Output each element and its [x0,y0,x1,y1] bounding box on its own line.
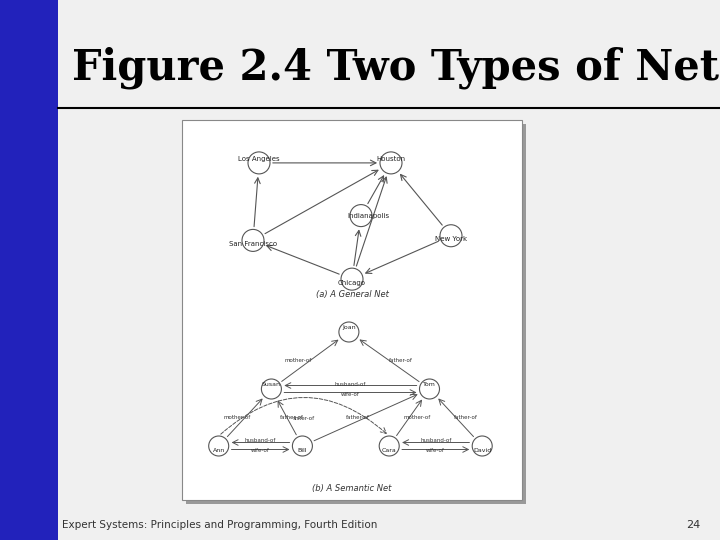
Text: Joan: Joan [342,325,356,330]
Text: Ann: Ann [212,448,225,453]
Text: New York: New York [435,237,467,242]
Text: sister-of: sister-of [293,415,315,421]
Text: Houston: Houston [377,156,405,161]
Circle shape [380,152,402,174]
Text: San Francisco: San Francisco [229,241,277,247]
Text: David: David [473,448,491,453]
Text: mother-of: mother-of [284,358,312,363]
Bar [186,124,526,504]
Circle shape [248,152,270,174]
Text: Chicago: Chicago [338,280,366,286]
Text: Figure 2.4 Two Types of Nets: Figure 2.4 Two Types of Nets [72,47,720,89]
Text: husband-of: husband-of [420,438,451,443]
Circle shape [209,436,229,456]
Text: wife-of: wife-of [341,392,360,396]
Circle shape [379,436,399,456]
Circle shape [292,436,312,456]
Text: wife-of: wife-of [251,449,270,454]
Text: husband-of: husband-of [335,381,366,387]
Text: Los Angeles: Los Angeles [238,156,280,161]
Circle shape [261,379,282,399]
Text: Susan: Susan [262,382,281,387]
Text: (b) A Semantic Net: (b) A Semantic Net [312,483,392,492]
Text: father-of: father-of [390,358,413,363]
Text: father-of: father-of [454,415,478,420]
Circle shape [242,230,264,252]
Text: mother-of: mother-of [223,415,251,420]
Circle shape [350,205,372,227]
Circle shape [420,379,439,399]
Text: Bill: Bill [297,448,307,453]
Bar [182,120,522,500]
Circle shape [472,436,492,456]
Circle shape [339,322,359,342]
Circle shape [341,268,363,290]
Text: (a) A General Net: (a) A General Net [315,291,388,300]
Bar [0,0,58,540]
Text: Tom: Tom [423,382,436,387]
Text: mother-of: mother-of [404,415,431,420]
Text: Indianapolis: Indianapolis [348,213,390,219]
Text: wife-of: wife-of [426,449,445,454]
Circle shape [440,225,462,247]
Text: Cara: Cara [382,448,397,453]
Text: father-of: father-of [280,415,304,420]
Text: father-of: father-of [346,415,370,420]
Text: husband-of: husband-of [245,438,276,443]
Text: Expert Systems: Principles and Programming, Fourth Edition: Expert Systems: Principles and Programmi… [62,520,377,530]
Text: 24: 24 [685,520,700,530]
